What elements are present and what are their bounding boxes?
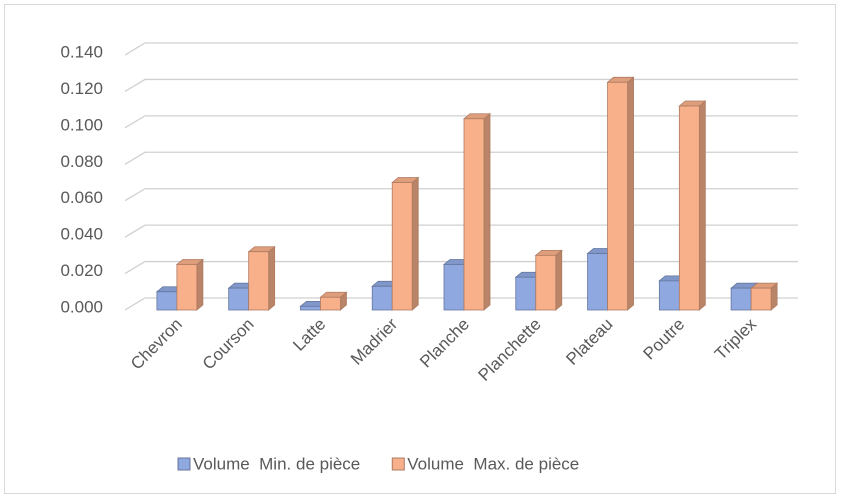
bar [443,264,465,311]
grid-line [124,224,798,238]
y-tick-label: 0.140 [60,42,103,61]
bar [156,291,178,311]
legend-label: Volume Min. de pièce [193,454,360,473]
grid-line [124,42,798,56]
grid-line [124,260,798,275]
legend-swatch [177,457,191,471]
bar [515,276,537,311]
bar-side [555,249,563,311]
y-tick-label: 0.000 [60,297,103,316]
grid-line [124,115,798,129]
grid-line [124,297,798,311]
bar [391,182,413,311]
bar [228,287,250,311]
bar-side [698,100,706,311]
bar-side [483,112,491,311]
bar-side [627,76,634,311]
grid-line [124,78,798,92]
bar [371,285,393,311]
bar-side [196,258,204,311]
bar [176,264,198,311]
bar [730,287,752,311]
legend-label: Volume Max. de pièce [407,454,579,473]
y-tick-label: 0.020 [60,261,103,280]
bar [587,253,608,311]
bar [658,280,680,311]
legend: Volume Min. de pièce Volume Max. de pièce [177,454,579,473]
bar [678,105,700,311]
y-tick-label: 0.040 [60,225,103,244]
bar [248,251,270,311]
y-tick-label: 0.100 [60,115,103,134]
bar [607,81,628,311]
legend-swatch [391,457,405,471]
y-tick-label: 0.120 [60,79,103,98]
y-tick-label: 0.080 [60,152,103,171]
grid-line [124,188,798,202]
bar [300,305,321,311]
bar [320,296,341,311]
grid-line [124,151,798,165]
bar-side [411,176,419,311]
bar [535,254,557,311]
chart-frame [4,4,836,494]
bar-side [268,245,276,311]
y-tick-label: 0.060 [60,188,103,207]
bar [463,118,485,311]
bar [750,287,772,311]
